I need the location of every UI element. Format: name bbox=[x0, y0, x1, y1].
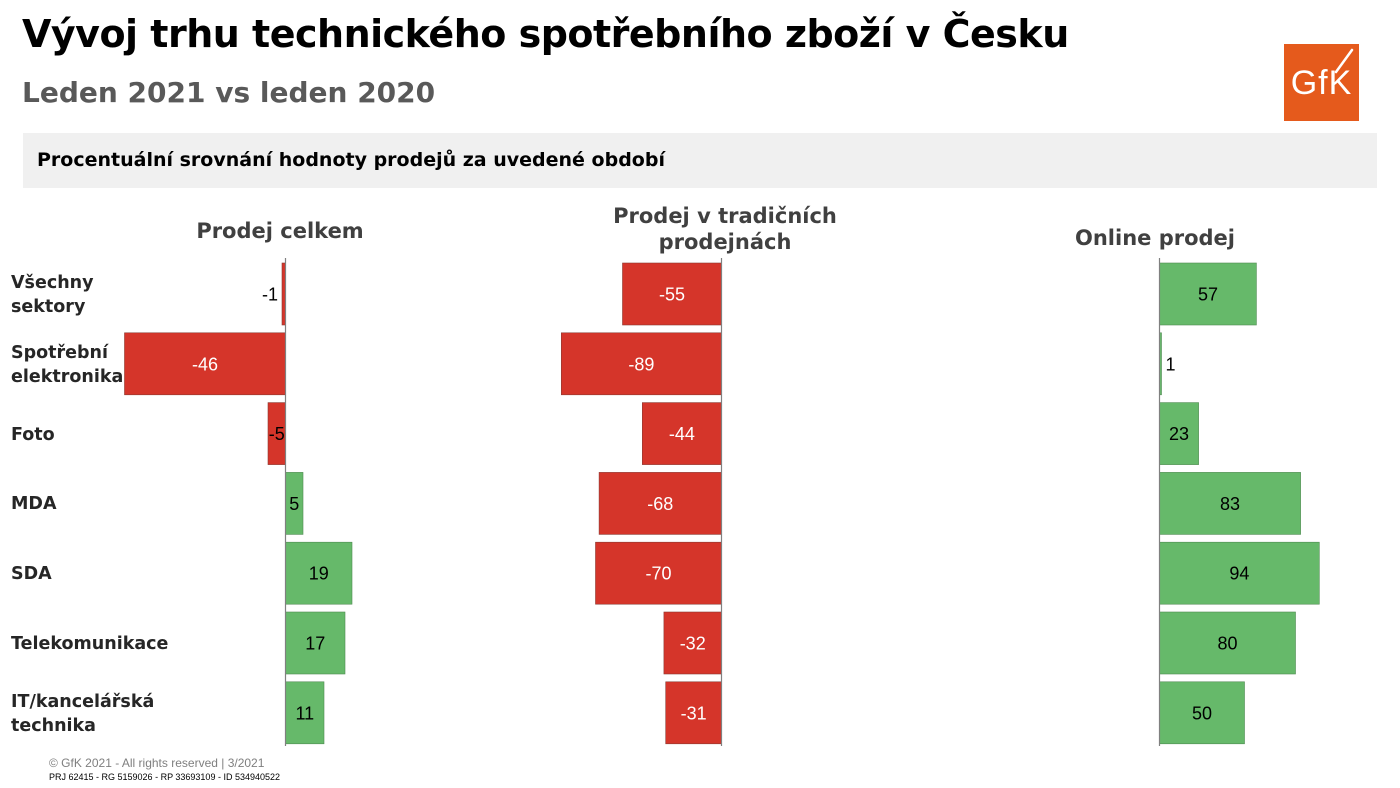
value-label: -5 bbox=[269, 424, 285, 444]
footer-ids: PRJ 62415 - RG 5159026 - RP 33693109 - I… bbox=[49, 772, 280, 782]
logo-slash-icon bbox=[1334, 48, 1354, 74]
value-label: 80 bbox=[1217, 634, 1237, 654]
value-label: 19 bbox=[309, 564, 329, 584]
value-label: 1 bbox=[1166, 354, 1176, 374]
value-label: 23 bbox=[1169, 424, 1189, 444]
bar bbox=[1159, 541, 1320, 605]
panel-title: Prodej celkem bbox=[196, 219, 364, 243]
chart-subtitle: Leden 2021 vs leden 2020 bbox=[22, 76, 436, 109]
value-label: -1 bbox=[262, 285, 278, 305]
value-label: 5 bbox=[289, 494, 299, 514]
bar bbox=[665, 681, 722, 745]
bar bbox=[641, 402, 722, 465]
bar bbox=[1159, 611, 1296, 675]
category-label: MDA bbox=[11, 494, 57, 515]
value-label: 11 bbox=[295, 703, 314, 723]
bar bbox=[1159, 681, 1245, 745]
bar bbox=[595, 541, 722, 605]
chart-title: Vývoj trhu technického spotřebního zboží… bbox=[22, 12, 1069, 56]
value-label: 83 bbox=[1220, 494, 1240, 514]
category-label: SDA bbox=[11, 564, 52, 585]
category-label: Všechny sektory bbox=[11, 273, 94, 317]
value-label: -68 bbox=[647, 494, 673, 514]
value-label: 17 bbox=[305, 634, 325, 654]
gfk-logo: GfK bbox=[1284, 44, 1359, 121]
bar bbox=[285, 681, 325, 745]
panel-title: Online prodej bbox=[1075, 226, 1235, 250]
category-label: Foto bbox=[11, 424, 55, 445]
bar bbox=[1159, 262, 1257, 326]
value-label: -31 bbox=[681, 703, 707, 723]
bar bbox=[285, 541, 353, 605]
category-label: IT/kancelářská technika bbox=[11, 691, 155, 736]
bar bbox=[1159, 472, 1301, 535]
category-label: Telekomunikace bbox=[11, 634, 169, 654]
bar bbox=[622, 262, 722, 326]
footer-copyright: © GfK 2021 - All rights reserved | 3/202… bbox=[49, 756, 265, 770]
bar bbox=[663, 611, 722, 675]
bar bbox=[285, 611, 346, 675]
category-label: Spotřební elektronika bbox=[11, 342, 124, 387]
value-label: 57 bbox=[1198, 285, 1218, 305]
value-label: 50 bbox=[1192, 703, 1212, 723]
panel-title: Prodej v tradičních prodejnách bbox=[613, 204, 837, 254]
value-label: -89 bbox=[628, 354, 654, 374]
value-label: 94 bbox=[1229, 564, 1249, 584]
bar bbox=[560, 332, 722, 396]
value-label: -44 bbox=[669, 424, 695, 444]
logo-text: GfK bbox=[1290, 64, 1353, 102]
value-label: -55 bbox=[659, 285, 685, 305]
value-label: -70 bbox=[645, 564, 671, 584]
section-header: Procentuální srovnání hodnoty prodejů za… bbox=[37, 149, 665, 171]
section-band: Procentuální srovnání hodnoty prodejů za… bbox=[23, 133, 1377, 188]
value-label: -46 bbox=[192, 354, 218, 374]
value-label: -32 bbox=[680, 634, 706, 654]
